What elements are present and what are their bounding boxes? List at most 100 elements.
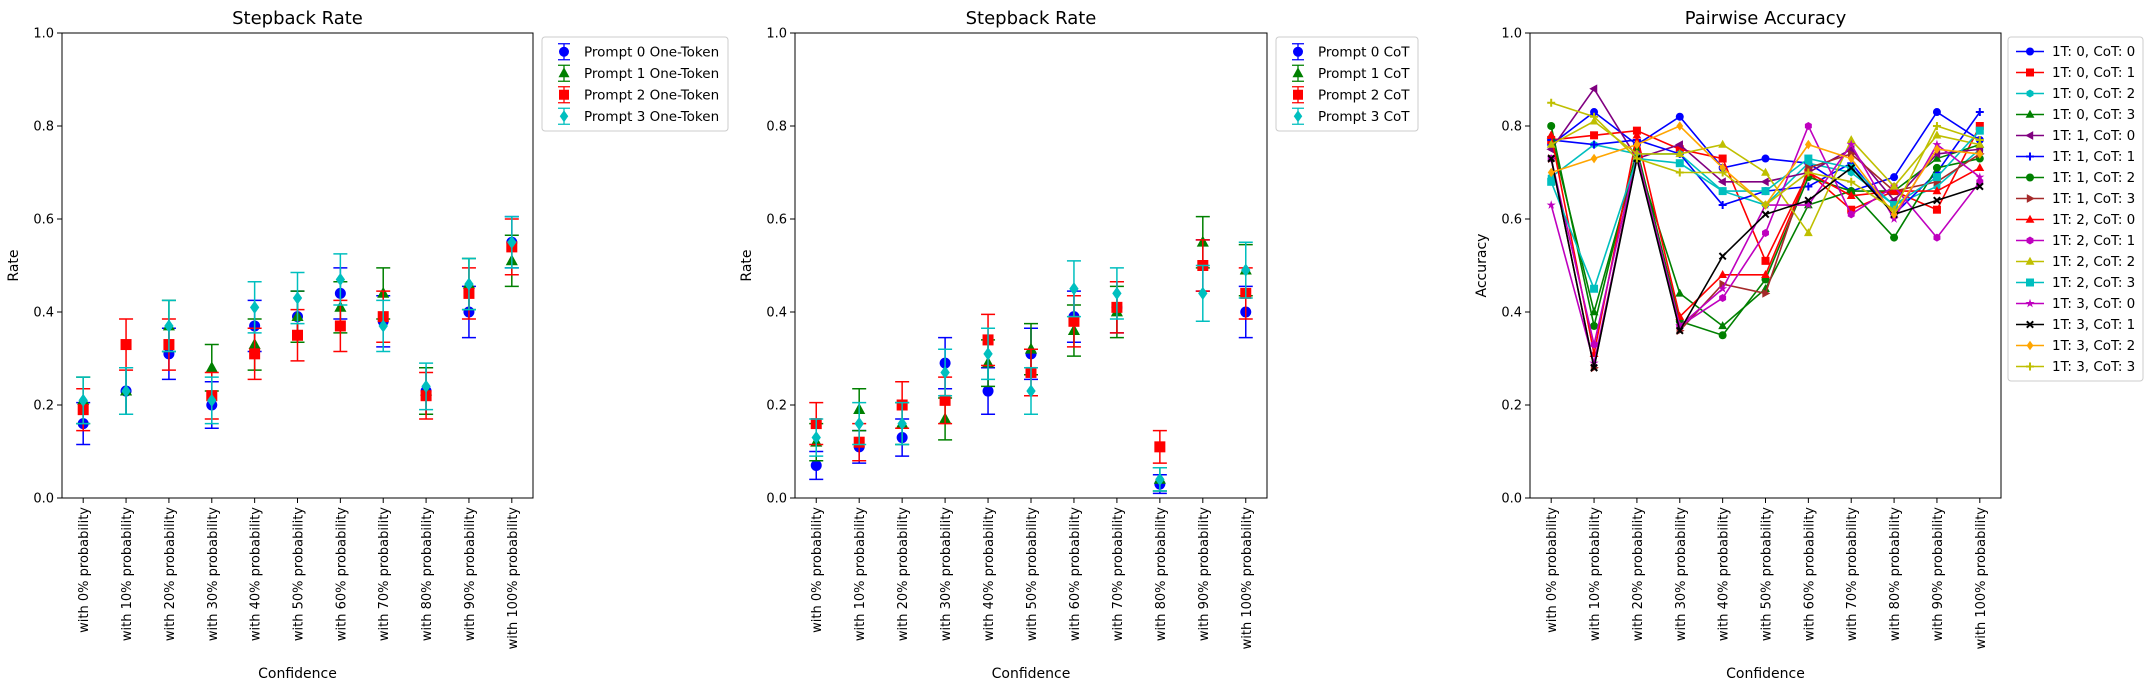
legend-label: 1T: 3, CoT: 2 <box>2052 338 2135 354</box>
legend-label: Prompt 1 CoT <box>1318 66 1410 82</box>
x-tick-label: with 80% probability <box>1154 507 1169 641</box>
data-point <box>1846 135 1856 144</box>
data-point <box>1590 140 1599 149</box>
data-point <box>983 347 993 361</box>
data-point <box>1890 209 1898 220</box>
y-tick-label: 0.0 <box>766 492 787 507</box>
x-tick-label: with 60% probability <box>1068 507 1083 641</box>
legend-item: 1T: 0, CoT: 3 <box>2016 107 2135 123</box>
data-point <box>1933 144 1941 155</box>
y-tick-label: 0.0 <box>1501 492 1522 507</box>
data-point <box>249 300 260 314</box>
data-point <box>1975 182 1984 191</box>
data-point <box>1198 286 1208 300</box>
data-point <box>1112 286 1122 300</box>
data-point <box>1718 168 1727 177</box>
legend-marker <box>2026 236 2034 245</box>
legend-label: 1T: 0, CoT: 3 <box>2052 107 2135 123</box>
data-point <box>1804 196 1813 205</box>
x-tick-label: with 50% probability <box>1025 507 1040 641</box>
legend-label: 1T: 1, CoT: 3 <box>2052 191 2135 207</box>
plot-frame <box>794 32 1268 499</box>
legend-marker <box>2026 362 2034 371</box>
data-point <box>1847 177 1856 186</box>
legend-label: 1T: 0, CoT: 0 <box>2052 44 2135 60</box>
x-tick-label: with 60% probability <box>1802 507 1817 641</box>
y-tick-label: 0.6 <box>33 213 54 228</box>
legend-marker <box>2026 68 2034 77</box>
data-point <box>1762 289 1771 298</box>
legend-marker <box>2025 214 2035 223</box>
data-point <box>1975 172 1985 182</box>
legend-label: Prompt 0 One-Token <box>584 44 719 60</box>
data-point <box>1719 163 1727 173</box>
x-tick-label: with 60% probability <box>334 507 349 641</box>
data-point <box>1933 233 1941 242</box>
y-axis-label: Rate <box>739 249 755 281</box>
legend-box <box>2007 36 2144 382</box>
data-point <box>1717 177 1726 187</box>
data-point <box>1932 163 1941 172</box>
chart-panel-3: Pairwise Accuracy 0.0 0.2 0.4 0.6 0.8 1.0 with … <box>1474 8 2144 682</box>
data-point <box>1804 122 1812 130</box>
data-point <box>1804 139 1812 150</box>
data-point <box>1760 177 1769 187</box>
data-point <box>507 235 517 249</box>
data-point <box>1546 130 1556 139</box>
data-point <box>1674 140 1683 149</box>
y-axis-label: Accuracy <box>1474 234 1490 298</box>
chart-panel-1: Stepback Rate 0.0 0.2 0.4 0.6 0.8 1.0 with 0% p… <box>6 8 729 682</box>
data-point <box>1762 228 1769 237</box>
data-point <box>1590 131 1599 140</box>
legend-label: 1T: 1, CoT: 2 <box>2052 170 2135 186</box>
data-point <box>1719 294 1727 303</box>
data-point <box>1932 122 1941 130</box>
data-point <box>120 339 132 351</box>
data-point <box>982 385 994 397</box>
x-tick-label: with 0% probability <box>77 507 92 633</box>
y-tick-label: 0.4 <box>1501 306 1522 321</box>
legend-marker <box>2026 278 2034 287</box>
data-point <box>1804 182 1813 191</box>
data-point <box>1890 233 1899 242</box>
series-3 <box>76 218 519 432</box>
data-point <box>1975 135 1984 144</box>
x-tick-label: with 0% probability <box>810 507 825 633</box>
data-point <box>1718 154 1727 163</box>
legend-marker <box>559 110 569 123</box>
data-point <box>1675 168 1684 177</box>
x-axis-label: Confidence <box>258 666 337 682</box>
x-tick-label: with 80% probability <box>420 507 435 641</box>
data-point <box>78 393 88 407</box>
data-point <box>1847 153 1855 164</box>
data-point <box>1026 384 1036 398</box>
y-tick-label: 0.4 <box>33 306 54 321</box>
data-point <box>1241 263 1251 277</box>
data-point <box>1589 84 1598 94</box>
x-tick-label: with 70% probability <box>377 507 392 641</box>
data-point <box>1718 283 1728 293</box>
data-point <box>378 319 388 333</box>
x-tick-label: with 20% probability <box>1631 507 1646 641</box>
data-point <box>1155 472 1165 486</box>
data-point <box>334 320 346 332</box>
series-16 <box>1547 98 1984 214</box>
legend-marker <box>2026 89 2034 98</box>
data-point <box>1675 321 1685 330</box>
series-4 <box>76 215 519 425</box>
data-point <box>1803 200 1813 209</box>
data-point <box>1847 210 1855 219</box>
legend-label: 1T: 1, CoT: 1 <box>2052 149 2135 165</box>
data-point <box>1718 331 1727 340</box>
data-point <box>1761 256 1770 265</box>
legend-marker <box>559 46 569 57</box>
legend-item: Prompt 3 One-Token <box>558 107 719 125</box>
y-tick-label: 0.2 <box>33 399 54 414</box>
y-tick-label: 1.0 <box>33 27 54 42</box>
data-point <box>464 277 474 291</box>
legend-marker <box>1293 89 1303 100</box>
legend-item: 1T: 0, CoT: 2 <box>2016 86 2135 102</box>
series-4 <box>809 241 1253 492</box>
legend-marker <box>2025 256 2035 265</box>
